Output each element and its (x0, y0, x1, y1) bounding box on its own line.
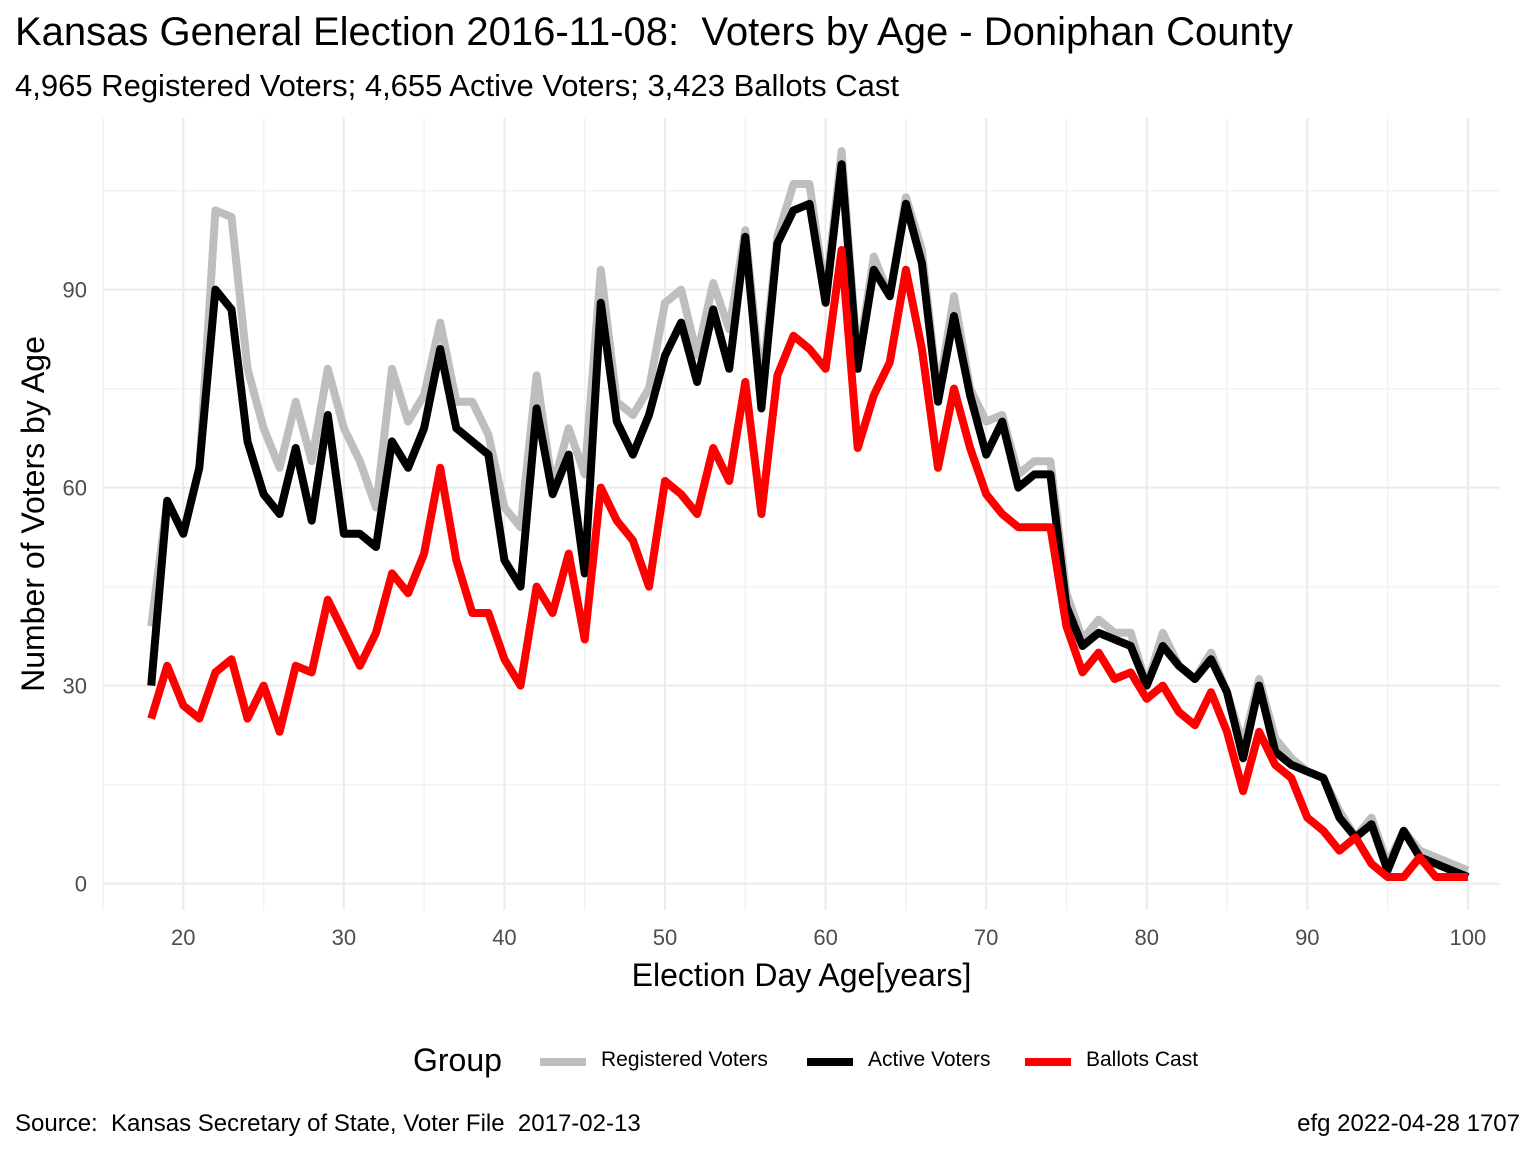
series-lines (147, 147, 1470, 881)
y-tick-labels: 0 30 60 90 (63, 278, 87, 897)
x-tick-labels: 20 30 40 50 60 70 80 90 100 (171, 925, 1486, 950)
x-tick-label: 100 (1450, 925, 1487, 950)
x-tick-label: 90 (1295, 925, 1319, 950)
y-tick-label: 30 (63, 674, 87, 699)
x-tick-label: 60 (813, 925, 837, 950)
legend-label-registered: Registered Voters (601, 1048, 768, 1071)
series-line-active-voters (147, 160, 1470, 881)
legend-key-registered (540, 1058, 586, 1066)
legend-key-active (807, 1058, 853, 1066)
x-tick-label: 20 (171, 925, 195, 950)
chart-title: Kansas General Election 2016-11-08: Vote… (15, 10, 1293, 54)
source-caption: Source: Kansas Secretary of State, Voter… (15, 1110, 641, 1137)
legend: Group Registered Voters Active Voters Ba… (0, 1038, 1536, 1088)
y-tick-label: 0 (75, 872, 87, 897)
series-line-ballots-cast (147, 246, 1468, 881)
legend-label-active: Active Voters (868, 1048, 991, 1071)
x-tick-label: 80 (1134, 925, 1158, 950)
x-tick-label: 30 (332, 925, 356, 950)
chart-subtitle: 4,965 Registered Voters; 4,655 Active Vo… (15, 68, 900, 103)
x-tick-label: 50 (653, 925, 677, 950)
legend-title: Group (413, 1042, 502, 1078)
legend-label-ballots: Ballots Cast (1086, 1048, 1199, 1071)
x-tick-label: 40 (492, 925, 516, 950)
y-tick-label: 90 (63, 278, 87, 303)
x-axis-title: Election Day Age[years] (632, 957, 972, 993)
y-tick-label: 60 (63, 476, 87, 501)
credit-caption: efg 2022-04-28 1707 (1297, 1110, 1520, 1137)
legend-key-ballots (1025, 1058, 1071, 1066)
line-chart: 20 30 40 50 60 70 80 90 100 0 30 60 90 Election Day… (15, 118, 1500, 993)
y-axis-title: Number of Voters by Age (15, 336, 51, 692)
x-tick-label: 70 (974, 925, 998, 950)
